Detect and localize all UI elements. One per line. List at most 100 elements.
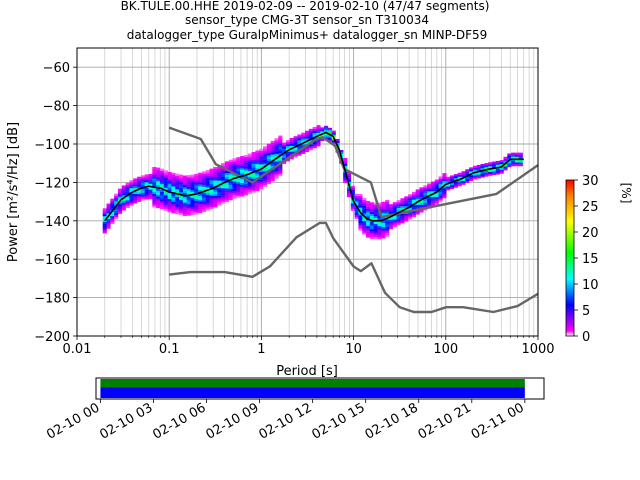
heatmap-cell [221, 191, 226, 195]
heatmap-cell [419, 189, 424, 192]
heatmap-cell [232, 160, 237, 163]
heatmap-cell [381, 228, 386, 231]
heatmap-cell [190, 180, 195, 183]
heatmap-cell [247, 168, 252, 172]
heatmap-cell [293, 136, 298, 139]
heatmap-cell [488, 171, 493, 174]
heatmap-cell [243, 156, 249, 159]
heatmap-cell [282, 156, 287, 159]
heatmap-cell [327, 135, 333, 138]
heatmap-cell [442, 188, 447, 191]
heatmap-cell [179, 184, 184, 187]
heatmap-cell [518, 162, 523, 165]
heatmap-cell [514, 156, 520, 159]
colorbar-tick-label: 20 [582, 226, 599, 241]
heatmap-cell [209, 197, 214, 200]
heatmap-cell [392, 223, 397, 226]
heatmap-cell [182, 192, 187, 195]
heatmap-cell [503, 164, 508, 167]
heatmap-cell [140, 179, 145, 182]
time-tick-label: 02-10 15 [310, 400, 368, 442]
heatmap-cell [385, 230, 390, 233]
heatmap-cell [186, 196, 191, 199]
heatmap-cell [266, 164, 271, 167]
heatmap-cell [240, 180, 245, 184]
heatmap-cell [190, 191, 195, 194]
heatmap-cell [198, 209, 203, 212]
heatmap-cell [251, 188, 256, 191]
heatmap-cell [388, 217, 394, 220]
heatmap-cell [263, 152, 268, 155]
heatmap-cell [190, 176, 195, 179]
heatmap-cell [495, 160, 500, 164]
heatmap-cell [373, 206, 378, 209]
heatmap-cell [228, 175, 233, 178]
heatmap-cell [171, 180, 176, 183]
heatmap-cell [167, 193, 172, 196]
heatmap-cell [186, 203, 191, 207]
heatmap-cell [133, 197, 138, 200]
heatmap-cell [465, 176, 470, 180]
heatmap-cell [175, 190, 180, 194]
heatmap-cell [251, 161, 256, 164]
heatmap-cell [201, 180, 207, 184]
heatmap-cell [167, 175, 172, 178]
heatmap-cell [285, 140, 291, 143]
heatmap-cell [331, 140, 336, 143]
heatmap-cell [408, 200, 413, 203]
heatmap-cell [457, 172, 462, 175]
heatmap-cell [137, 178, 142, 181]
heatmap-cell [278, 149, 283, 152]
heatmap-cell [373, 233, 378, 236]
heatmap-cell [263, 148, 268, 151]
heatmap-cell [362, 228, 367, 231]
heatmap-cell [163, 181, 168, 184]
heatmap-cell [201, 200, 207, 203]
heatmap-cell [274, 172, 279, 175]
heatmap-cell [362, 232, 367, 235]
heatmap-cell [137, 182, 142, 185]
heatmap-cell [137, 194, 142, 197]
heatmap-cell [156, 204, 161, 207]
heatmap-cell [190, 174, 195, 177]
heatmap-cell [396, 223, 401, 226]
heatmap-cell [232, 190, 237, 193]
heatmap-cell [362, 199, 367, 202]
heatmap-cell [377, 217, 382, 221]
heatmap-cell [320, 131, 325, 134]
heatmap-cell [270, 169, 275, 172]
heatmap-cell [236, 178, 241, 181]
heatmap-cell [278, 172, 283, 175]
heatmap-cell [125, 203, 130, 207]
heatmap-cell [488, 169, 493, 172]
heatmap-cell [346, 173, 352, 176]
heatmap-cell [450, 186, 455, 190]
heatmap-cell [408, 211, 413, 214]
heatmap-cell [274, 161, 279, 164]
y-tick-label: −180 [34, 292, 70, 307]
heatmap-cell [438, 186, 443, 189]
heatmap-cell [511, 152, 516, 155]
heatmap-cell [377, 235, 382, 238]
heatmap-cell [217, 166, 222, 170]
heatmap-cell [201, 188, 207, 191]
heatmap-cell [194, 183, 199, 186]
heatmap-cell [232, 179, 237, 182]
heatmap-cell [396, 202, 401, 205]
heatmap-cell [232, 162, 237, 165]
heatmap-cell [392, 202, 397, 205]
heatmap-cell [205, 198, 210, 201]
heatmap-cell [221, 165, 226, 168]
heatmap-cell [507, 155, 512, 158]
heatmap-cell [171, 186, 176, 189]
heatmap-cell [492, 165, 497, 168]
heatmap-cell [472, 167, 478, 170]
heatmap-cell [167, 181, 172, 184]
heatmap-cell [388, 225, 394, 228]
heatmap-cell [159, 199, 165, 202]
heatmap-cell [190, 178, 195, 181]
heatmap-cell [221, 188, 226, 191]
heatmap-cell [327, 131, 333, 134]
heatmap-cell [159, 174, 165, 177]
